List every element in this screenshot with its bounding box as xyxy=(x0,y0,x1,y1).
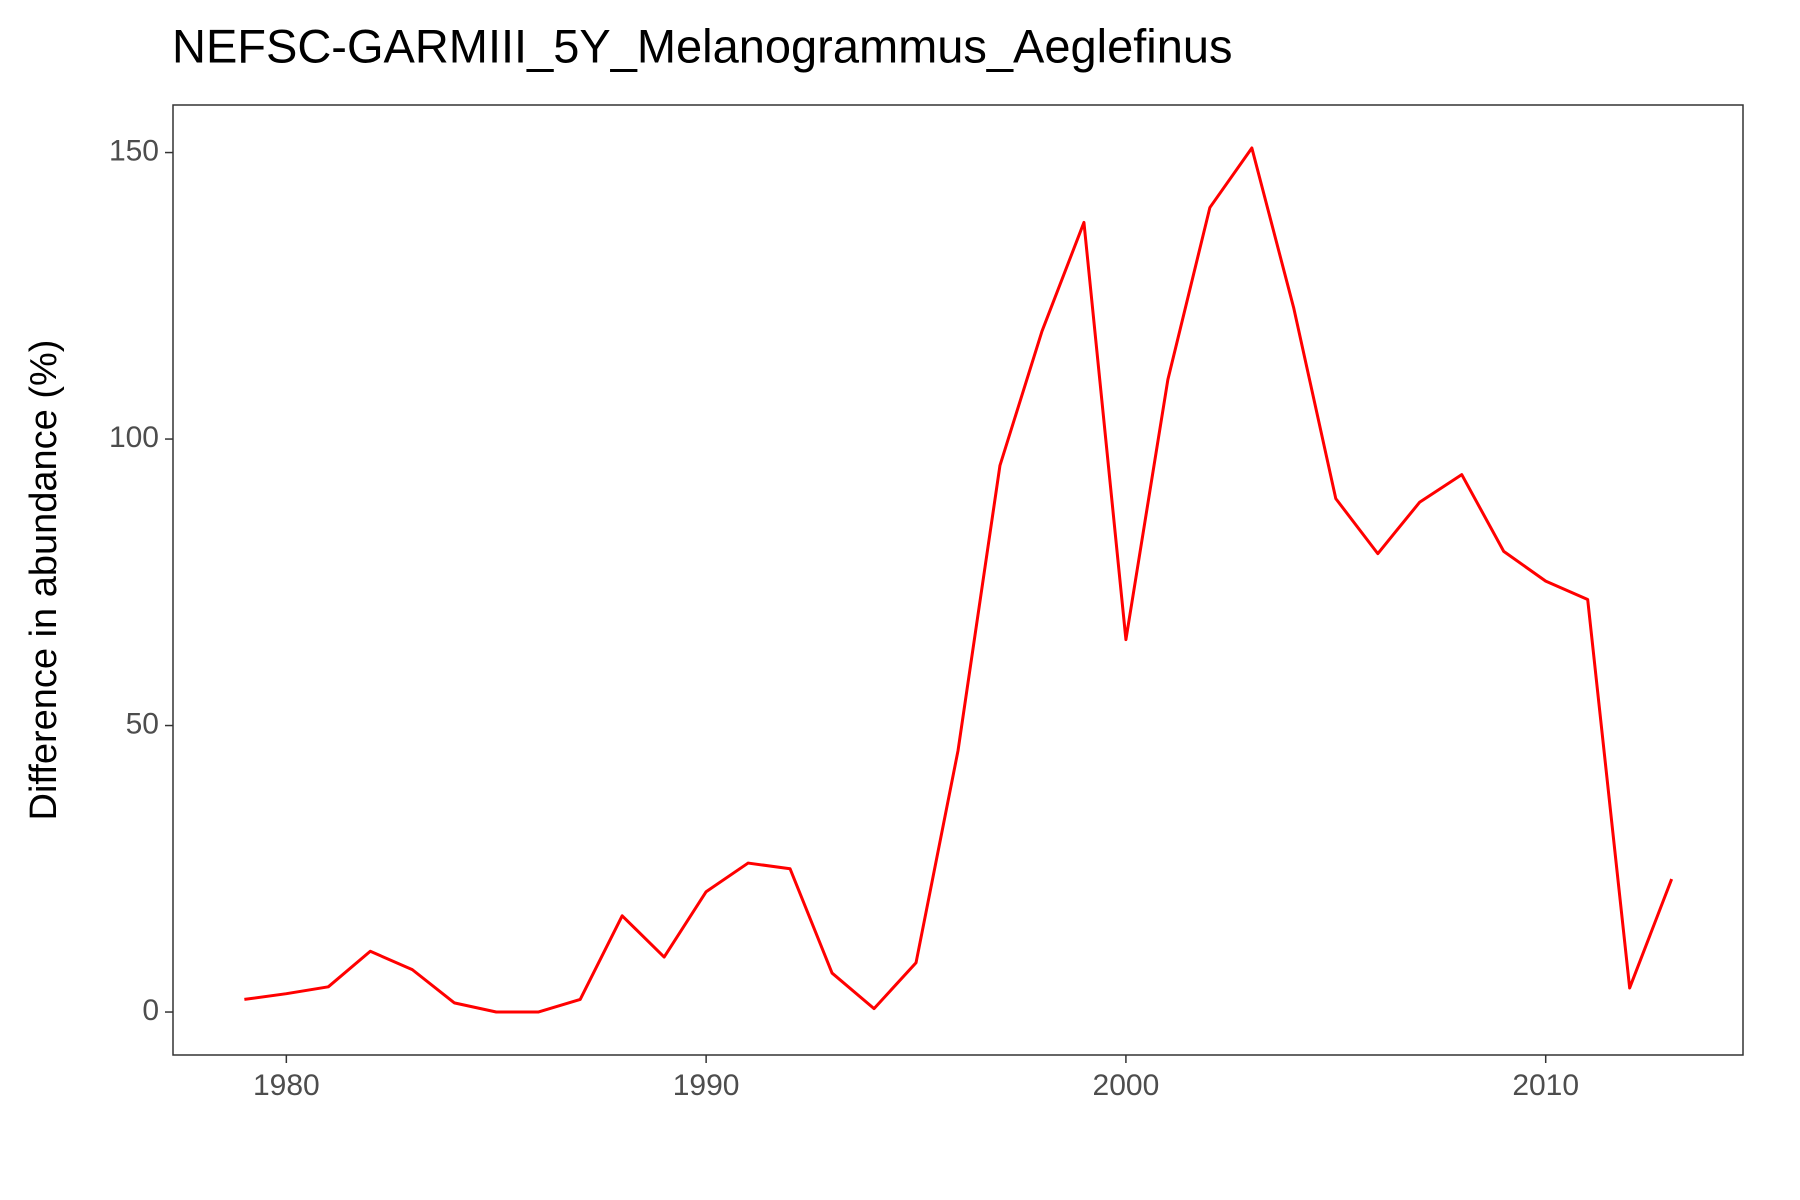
y-tick-label: 150 xyxy=(109,134,159,167)
y-tick-label: 100 xyxy=(109,421,159,454)
y-tick-label: 50 xyxy=(126,707,159,740)
y-tick-label: 0 xyxy=(142,994,159,1027)
x-tick-label: 1990 xyxy=(673,1069,740,1102)
y-axis-label: Difference in abundance (%) xyxy=(23,340,65,821)
x-tick-label: 2000 xyxy=(1093,1069,1160,1102)
x-tick-label: 2010 xyxy=(1512,1069,1579,1102)
x-tick-label: 1980 xyxy=(253,1069,320,1102)
panel-border xyxy=(172,104,1744,1056)
chart-title: NEFSC-GARMIII_5Y_Melanogrammus_Aeglefinu… xyxy=(172,19,1233,72)
data-line xyxy=(244,146,1674,1014)
